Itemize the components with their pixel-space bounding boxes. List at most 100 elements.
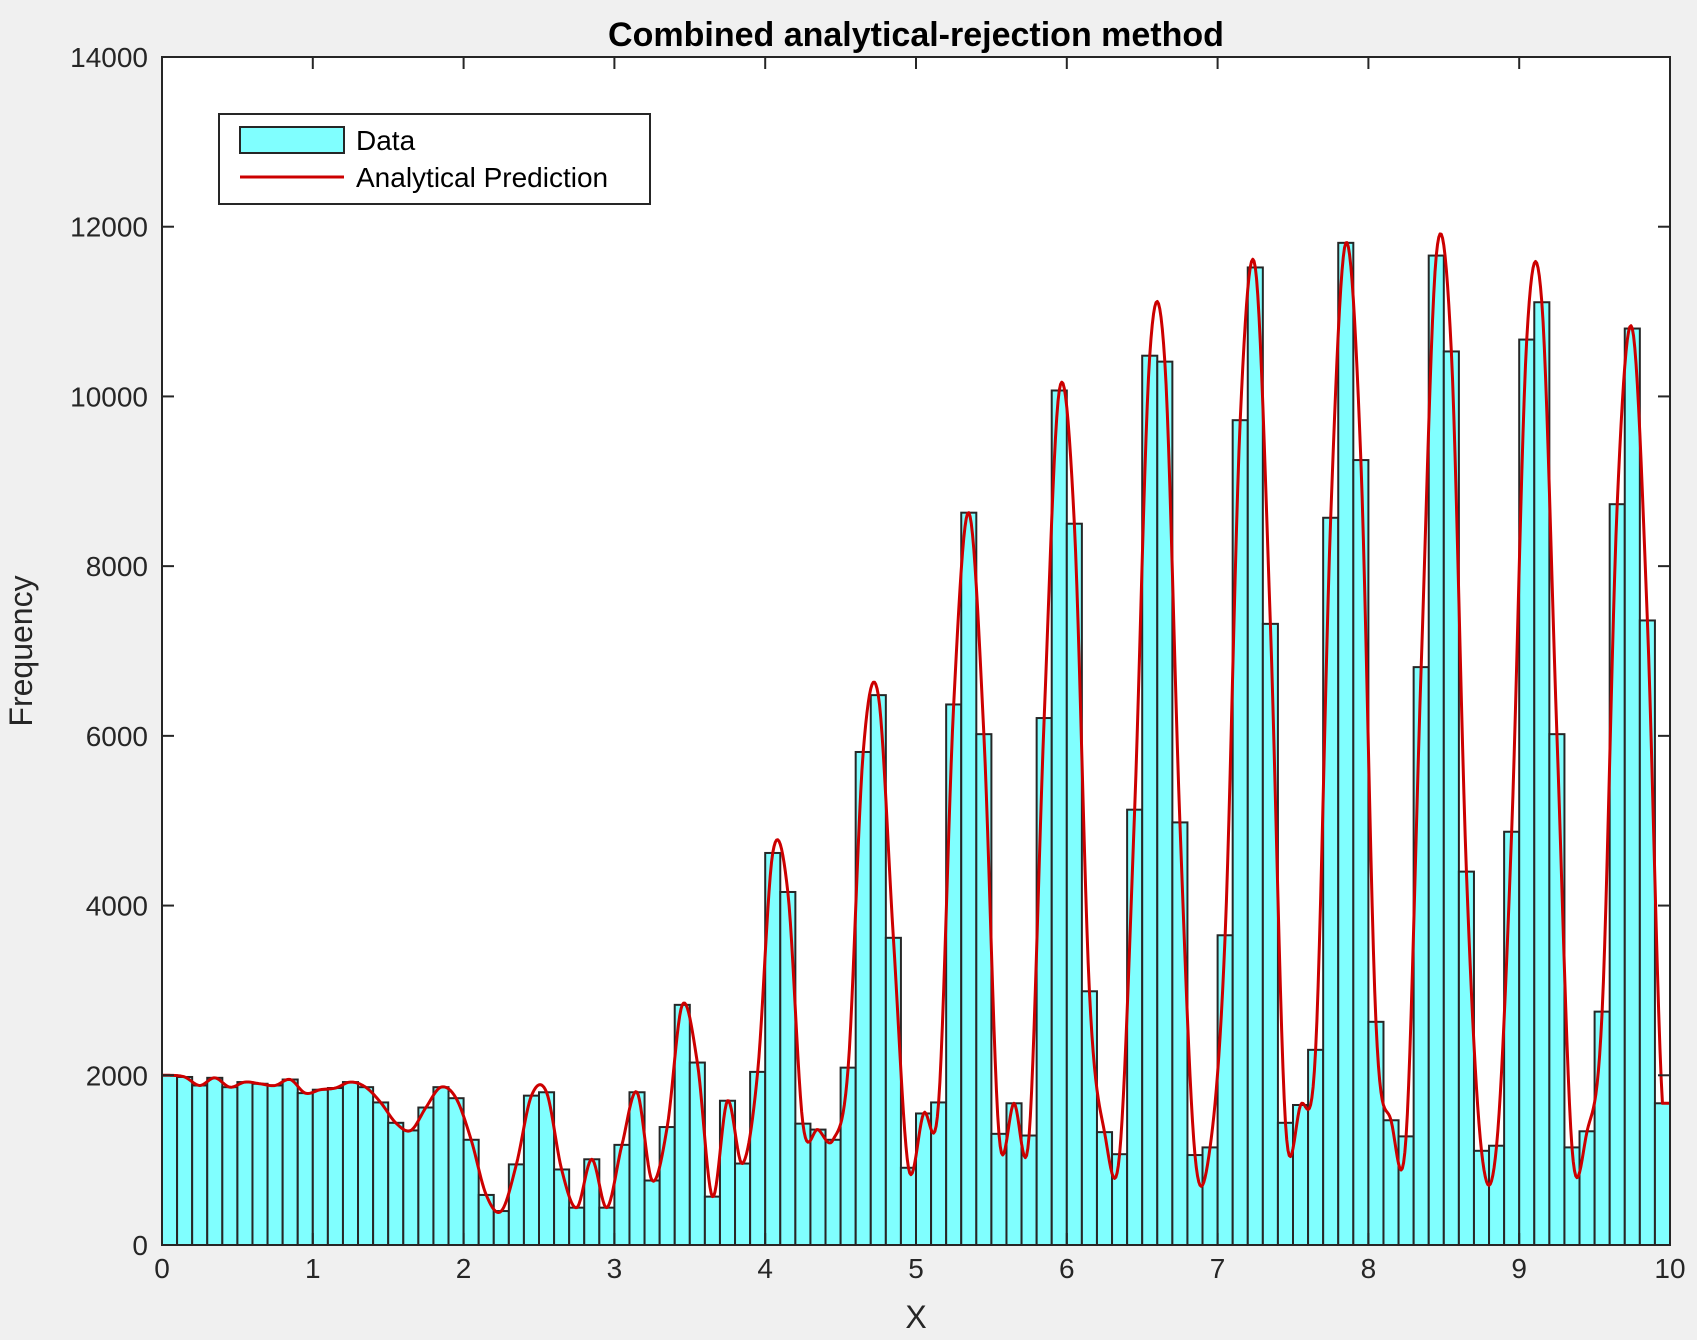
histogram-bar <box>1653 1102 1672 1247</box>
histogram-bar <box>1050 389 1068 1246</box>
histogram-bar <box>975 733 993 1246</box>
legend-label-data: Data <box>356 125 416 156</box>
histogram-bar <box>930 1101 948 1246</box>
histogram-bar <box>643 1179 661 1247</box>
histogram-bar <box>1457 870 1475 1246</box>
legend-label-prediction: Analytical Prediction <box>356 162 608 193</box>
x-tick-label: 6 <box>1059 1253 1075 1284</box>
histogram-bar <box>1080 990 1098 1247</box>
histogram-bar <box>1578 1130 1596 1247</box>
histogram-bar <box>447 1097 465 1246</box>
histogram-bar <box>1638 619 1656 1246</box>
y-tick-label: 0 <box>132 1230 148 1261</box>
y-tick-label: 10000 <box>70 381 148 412</box>
histogram-bar <box>236 1081 254 1246</box>
histogram-bar <box>326 1087 344 1247</box>
histogram-bar <box>598 1206 616 1247</box>
x-tick-label: 1 <box>305 1253 321 1284</box>
histogram-bar <box>221 1086 239 1247</box>
histogram-bar <box>1035 717 1053 1246</box>
histogram-bar <box>357 1086 375 1247</box>
histogram-bar <box>266 1084 284 1246</box>
x-tick-label: 9 <box>1511 1253 1527 1284</box>
histogram-bar <box>402 1129 420 1246</box>
x-tick-label: 2 <box>456 1253 472 1284</box>
histogram-bar <box>372 1101 390 1246</box>
histogram-bar <box>749 1070 767 1247</box>
histogram-bar <box>507 1163 525 1247</box>
y-axis-ticks: 0 2000 4000 6000 8000 10000 12000 14000 <box>70 42 1670 1261</box>
y-tick-label: 6000 <box>86 721 148 752</box>
histogram-bar <box>945 703 963 1246</box>
histogram-bar <box>1472 1149 1491 1247</box>
chart-title: Combined analytical-rejection method <box>608 16 1224 54</box>
histogram-bar <box>824 1138 842 1247</box>
x-tick-label: 5 <box>908 1253 924 1284</box>
histogram-bar <box>1171 821 1189 1246</box>
y-axis-label: Frequency <box>3 575 39 726</box>
histogram-bar <box>1503 830 1521 1246</box>
histogram-bar <box>809 1128 827 1246</box>
legend: Data Analytical Prediction <box>218 113 651 205</box>
histogram-bar <box>1307 1048 1325 1246</box>
histogram-bar <box>432 1086 450 1247</box>
histogram-bar <box>477 1193 495 1247</box>
x-tick-label: 4 <box>757 1253 773 1284</box>
histogram-bar <box>1126 808 1144 1246</box>
histogram-bar <box>206 1076 224 1246</box>
y-tick-label: 12000 <box>70 212 148 243</box>
x-tick-label: 3 <box>607 1253 623 1284</box>
histogram-bar <box>1322 516 1340 1246</box>
histogram-bar <box>1352 459 1370 1246</box>
histogram-bar <box>161 1074 179 1247</box>
histogram-bar <box>1593 1010 1611 1247</box>
histogram-bar <box>1246 266 1264 1246</box>
histogram-bar <box>1548 733 1566 1246</box>
x-tick-label: 7 <box>1210 1253 1226 1284</box>
histogram-bar <box>1367 1020 1385 1247</box>
x-axis-ticks: 0 1 2 3 4 5 6 7 8 9 10 <box>154 57 1686 1284</box>
histogram-bar <box>899 1166 917 1247</box>
histogram-bar <box>296 1092 314 1246</box>
histogram-bar <box>281 1078 299 1247</box>
histogram-bar <box>884 936 902 1246</box>
histogram-bar <box>311 1088 329 1246</box>
y-tick-label: 2000 <box>86 1060 148 1091</box>
histogram-bar <box>960 511 978 1246</box>
histogram-bar <box>1111 1153 1129 1246</box>
histogram-bar <box>1488 1144 1506 1246</box>
histogram-bar <box>568 1206 586 1247</box>
histogram-bar <box>688 1061 706 1247</box>
histogram-bar <box>1623 327 1641 1247</box>
x-axis-label: X <box>905 1299 926 1335</box>
histogram-bar <box>734 1162 752 1247</box>
histogram-bar <box>492 1210 510 1247</box>
y-tick-label: 4000 <box>86 891 148 922</box>
histogram-bar <box>1382 1119 1400 1247</box>
histogram-bar <box>1337 241 1355 1246</box>
histogram-bar <box>1216 934 1234 1247</box>
histogram-bar <box>1608 503 1626 1246</box>
x-tick-label: 8 <box>1361 1253 1377 1284</box>
histogram-bar <box>1201 1146 1219 1247</box>
histogram-bar <box>176 1075 194 1246</box>
histogram-bar <box>387 1121 405 1247</box>
x-tick-label: 10 <box>1654 1253 1685 1284</box>
y-tick-label: 14000 <box>70 42 148 73</box>
histogram-bar <box>839 1066 857 1247</box>
histogram-bar <box>251 1082 269 1247</box>
analytical-prediction-curve <box>161 232 1671 1214</box>
histogram-bar <box>613 1143 631 1246</box>
histogram-bar <box>1095 1131 1114 1247</box>
y-tick-label: 8000 <box>86 551 148 582</box>
histogram-bar <box>1412 666 1430 1246</box>
histogram-bar <box>341 1081 360 1246</box>
histogram-bar <box>703 1195 721 1247</box>
histogram-bar <box>417 1106 435 1247</box>
histogram-bar <box>553 1168 571 1246</box>
x-tick-label: 0 <box>154 1253 170 1284</box>
histogram-bar <box>191 1084 209 1246</box>
histogram-bar <box>1261 622 1279 1246</box>
histogram-bar <box>658 1126 676 1247</box>
